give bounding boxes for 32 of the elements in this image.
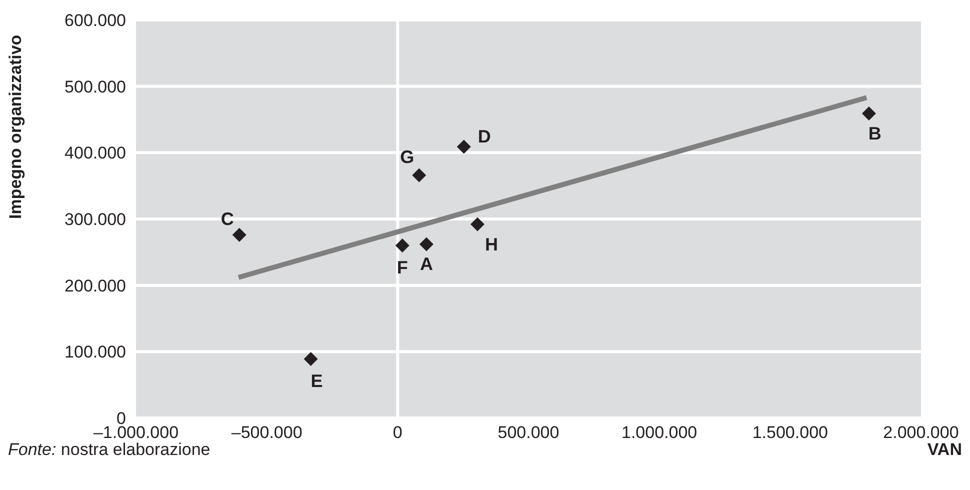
x-tick-label: 1.000.000 bbox=[622, 423, 698, 442]
annotation: G bbox=[400, 147, 414, 168]
x-tick-label: –500.000 bbox=[231, 423, 302, 442]
x-tick-label: 0 bbox=[392, 423, 402, 442]
y-axis-title: Impegno organizzativo bbox=[6, 34, 26, 219]
point bbox=[419, 237, 434, 252]
annotation: E bbox=[310, 370, 323, 391]
y-tick-label: 500.000 bbox=[64, 77, 126, 96]
annotation: F bbox=[396, 258, 408, 278]
y-tick-label: 300.000 bbox=[64, 210, 126, 230]
source-note: Fonte: nostra elaborazione bbox=[8, 440, 210, 460]
annotation: C bbox=[220, 208, 234, 229]
annotation: B bbox=[868, 124, 882, 144]
x-tick-label: 2.000.000 bbox=[883, 423, 959, 442]
point bbox=[456, 140, 471, 154]
point bbox=[395, 238, 410, 253]
annotation: A bbox=[420, 254, 433, 274]
point bbox=[862, 106, 876, 121]
point bbox=[232, 228, 246, 242]
y-tick-label: 100.000 bbox=[64, 342, 126, 362]
y-tick-label: 400.000 bbox=[64, 144, 126, 163]
point bbox=[412, 168, 426, 182]
annotation: H bbox=[484, 234, 498, 254]
x-tick-label: 500.000 bbox=[498, 423, 560, 442]
x-axis-title: VAN bbox=[927, 440, 962, 460]
annotation: D bbox=[478, 126, 491, 147]
x-tick-label: –1.000.000 bbox=[93, 423, 179, 442]
x-tick-label: 1.500.000 bbox=[752, 423, 828, 442]
y-tick-label: 600.000 bbox=[64, 11, 126, 30]
point bbox=[470, 217, 484, 232]
point bbox=[304, 352, 318, 366]
y-tick-label: 200.000 bbox=[64, 276, 126, 296]
